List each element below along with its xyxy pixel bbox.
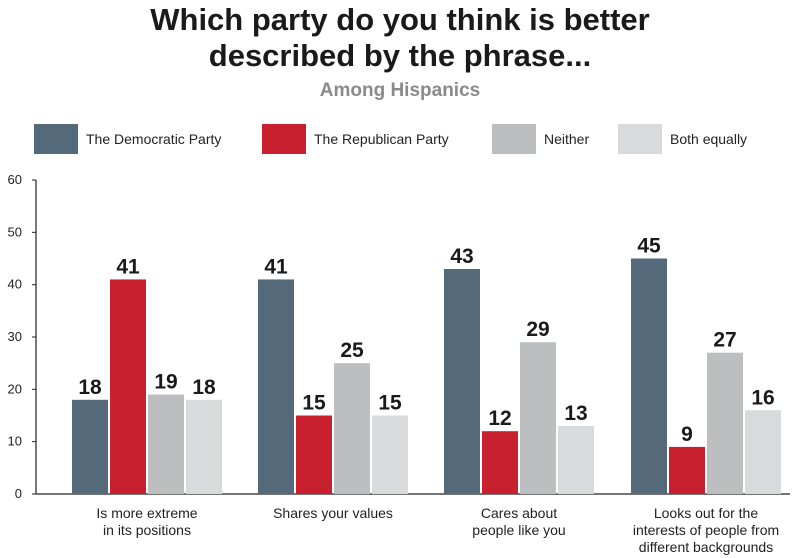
- chart-subtitle: Among Hispanics: [319, 80, 481, 101]
- y-tick-label: 40: [8, 277, 22, 292]
- bar: [110, 279, 146, 494]
- y-tick-label: 60: [8, 172, 22, 187]
- legend-label-republican: The Republican Party: [314, 131, 449, 147]
- category-label: Shares your values: [273, 505, 393, 521]
- chart-title-line-1: Which party do you think is better: [150, 2, 650, 37]
- bar: [631, 258, 667, 494]
- category-label: different backgrounds: [639, 539, 773, 555]
- data-label: 9: [681, 423, 693, 446]
- bar: [482, 431, 518, 494]
- bar: [444, 268, 480, 494]
- bar: [520, 342, 556, 494]
- category-label: Looks out for the: [654, 505, 759, 521]
- data-label: 18: [78, 376, 102, 399]
- bar: [258, 279, 294, 494]
- chart-title-line-2: described by the phrase...: [208, 38, 592, 73]
- data-label: 18: [192, 376, 216, 399]
- y-tick-label: 10: [8, 434, 22, 449]
- y-tick-label: 20: [8, 381, 22, 396]
- legend-label-neither: Neither: [544, 131, 590, 147]
- bar: [745, 410, 781, 494]
- data-label: 16: [751, 386, 774, 409]
- category-label: Is more extreme: [96, 505, 197, 521]
- bar: [669, 446, 705, 494]
- data-label: 15: [302, 392, 326, 415]
- data-label: 12: [488, 407, 511, 430]
- data-label: 29: [526, 318, 549, 341]
- legend-swatch-neither: [492, 124, 536, 154]
- category-label: Cares about: [481, 505, 557, 521]
- data-label: 41: [264, 255, 288, 278]
- data-label: 13: [564, 402, 587, 425]
- bar: [296, 415, 332, 494]
- bar: [148, 394, 184, 494]
- legend-label-democratic: The Democratic Party: [86, 131, 222, 147]
- chart-title: Which party do you think is better descr…: [0, 2, 800, 74]
- bar: [707, 352, 743, 494]
- legend-swatch-democratic: [34, 124, 78, 154]
- y-tick-label: 50: [8, 224, 22, 239]
- data-label: 27: [713, 329, 736, 352]
- category-label: interests of people from: [633, 522, 779, 538]
- data-label: 19: [154, 371, 177, 394]
- category-label: people like you: [472, 522, 565, 538]
- category-label: in its positions: [103, 522, 191, 538]
- data-label: 41: [116, 255, 140, 278]
- legend-swatch-both-equally: [618, 124, 662, 154]
- bar: [186, 399, 222, 494]
- bar: [334, 363, 370, 494]
- data-label: 43: [450, 245, 473, 268]
- data-label: 15: [378, 392, 402, 415]
- data-label: 45: [637, 235, 661, 258]
- y-tick-label: 0: [15, 486, 22, 501]
- legend-label-both-equally: Both equally: [670, 131, 748, 147]
- legend-swatch-republican: [262, 124, 306, 154]
- bar: [72, 399, 108, 494]
- chart-legend: The Democratic Party The Republican Part…: [34, 124, 774, 154]
- bar: [372, 415, 408, 494]
- bar: [558, 425, 594, 494]
- y-tick-label: 30: [8, 329, 22, 344]
- data-label: 25: [340, 339, 364, 362]
